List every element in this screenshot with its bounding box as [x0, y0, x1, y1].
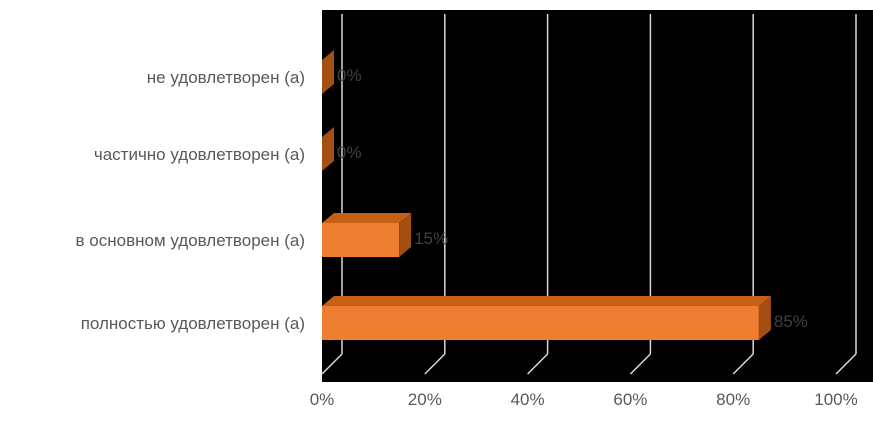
- x-tick-label: 80%: [716, 390, 750, 409]
- data-label: 85%: [774, 312, 808, 331]
- bar-top: [322, 213, 412, 223]
- bar-top: [322, 296, 771, 306]
- category-label: не удовлетворен (а): [147, 68, 305, 87]
- x-tick-label: 60%: [613, 390, 647, 409]
- bar-side: [322, 127, 334, 171]
- category-label: частично удовлетворен (а): [94, 145, 305, 164]
- x-tick-label: 20%: [408, 390, 442, 409]
- bar-side: [399, 213, 412, 257]
- bar: [322, 306, 759, 340]
- bar-side: [322, 50, 334, 94]
- gridline-floor: [629, 353, 651, 375]
- data-label: 0%: [337, 66, 362, 85]
- gridline-floor: [835, 353, 857, 375]
- gridline-floor: [527, 353, 549, 375]
- x-tick-label: 100%: [814, 390, 857, 409]
- x-tick-label: 40%: [511, 390, 545, 409]
- gridline-floor: [424, 353, 446, 375]
- gridline-floor: [732, 353, 754, 375]
- data-label: 15%: [414, 229, 448, 248]
- category-label: в основном удовлетворен (а): [76, 231, 305, 250]
- bar: [322, 223, 400, 257]
- data-label: 0%: [337, 143, 362, 162]
- bar-side: [758, 296, 771, 340]
- gridline-floor: [321, 353, 343, 375]
- x-tick-label: 0%: [310, 390, 335, 409]
- category-label: полностью удовлетворен (а): [81, 314, 305, 333]
